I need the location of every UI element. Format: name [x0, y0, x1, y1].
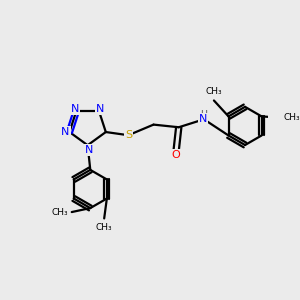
Text: N: N — [85, 145, 93, 155]
Text: N: N — [71, 104, 79, 114]
Text: N: N — [61, 127, 70, 137]
Text: N: N — [96, 104, 104, 114]
Text: CH₃: CH₃ — [96, 223, 112, 232]
Text: S: S — [125, 130, 132, 140]
Text: CH₃: CH₃ — [52, 208, 69, 217]
Text: CH₃: CH₃ — [206, 87, 222, 96]
Text: H: H — [200, 110, 207, 119]
Text: N: N — [198, 114, 207, 124]
Text: CH₃: CH₃ — [283, 113, 300, 122]
Text: O: O — [172, 150, 181, 160]
